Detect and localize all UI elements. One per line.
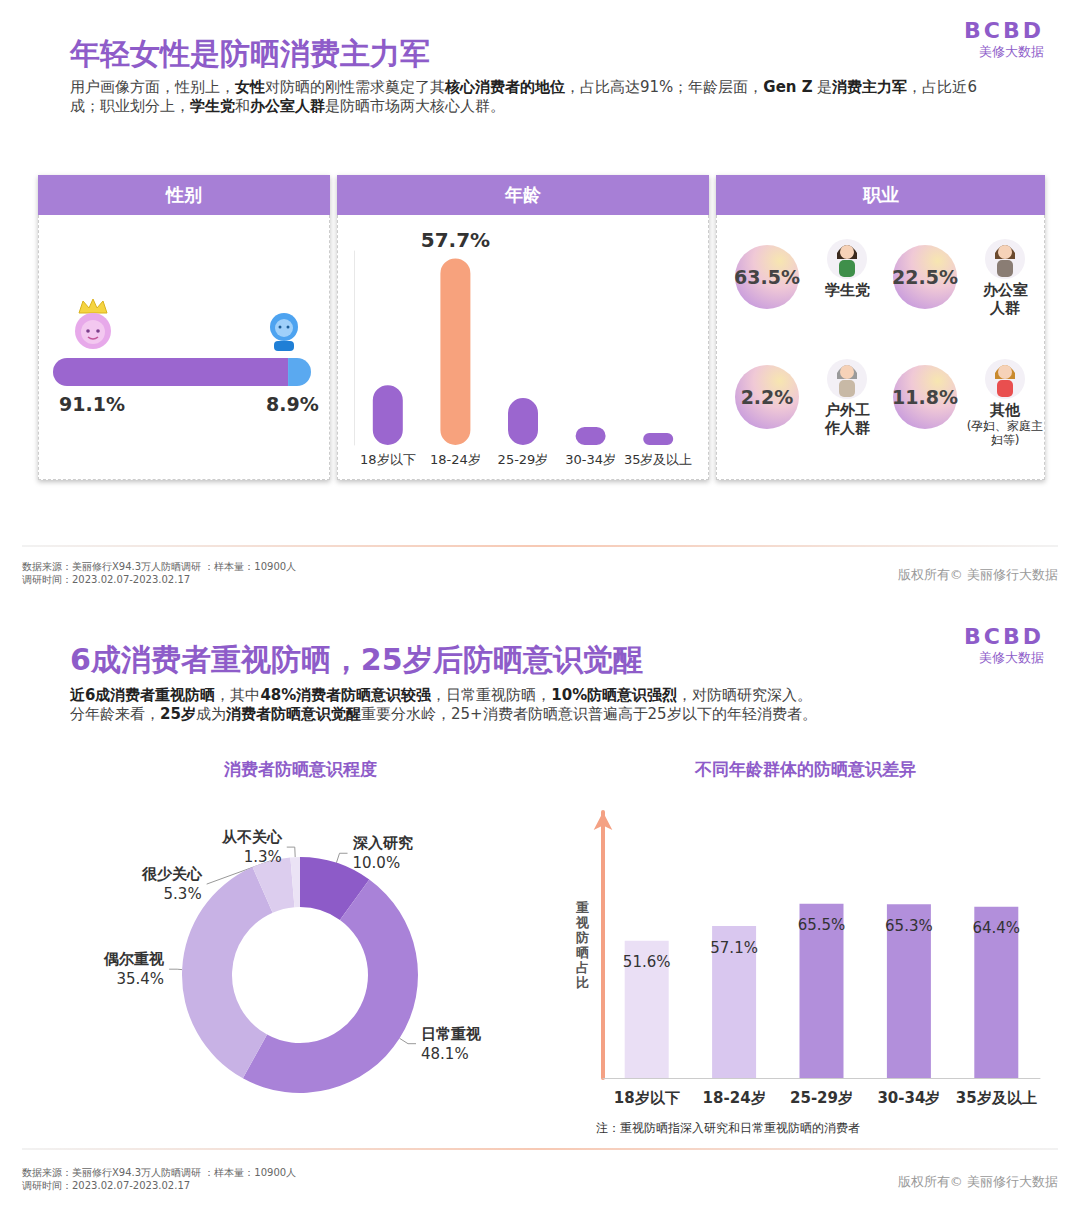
html-text:2.2%: 2.2% xyxy=(740,386,794,408)
html-text:BCBD: BCBD xyxy=(964,624,1044,649)
html-text:年龄: 年龄 xyxy=(505,184,541,205)
svg-text:48.1%: 48.1% xyxy=(421,1045,469,1063)
html-text:数据来源：美丽修行X94.3万人防晒调研 ：样本量：1090: 数据来源：美丽修行X94.3万人防晒调研 ：样本量：10900人 xyxy=(22,1167,297,1178)
svg-text:25-29岁: 25-29岁 xyxy=(790,1089,853,1107)
svg-text:51.6%: 51.6% xyxy=(623,953,671,971)
svg-text:35.4%: 35.4% xyxy=(116,970,164,988)
svg-text:65.5%: 65.5% xyxy=(798,916,846,934)
svg-text:1.3%: 1.3% xyxy=(244,848,282,866)
html-text:22.5%: 22.5% xyxy=(892,266,958,288)
html-text:63.5%: 63.5% xyxy=(734,266,800,288)
html-text:性别: 性别 xyxy=(166,184,202,205)
html-text:注：重视防晒指深入研究和日常重视防晒的消费者: 注：重视防晒指深入研究和日常重视防晒的消费者 xyxy=(596,1121,860,1135)
html-text:BCBD: BCBD xyxy=(964,18,1044,43)
svg-text:日常重视: 日常重视 xyxy=(421,1025,481,1043)
svg-text:18岁以下: 18岁以下 xyxy=(360,452,416,467)
svg-text:从不关心: 从不关心 xyxy=(221,828,283,846)
html-text:分年龄来看，25岁成为消费者防晒意识觉醒重要分水岭，25+消: 分年龄来看，25岁成为消费者防晒意识觉醒重要分水岭，25+消费者防晒意识普遍高于… xyxy=(70,705,817,723)
html-text:办公室人群: 办公室人群 xyxy=(982,281,1028,317)
html-text:近6成消费者重视防晒，其中48%消费者防晒意识较强，日常重视: 近6成消费者重视防晒，其中48%消费者防晒意识较强，日常重视防晒，10%防晒意识… xyxy=(70,686,813,704)
html-text:美修大数据: 美修大数据 xyxy=(979,44,1044,59)
html-text:职业: 职业 xyxy=(862,184,899,205)
html-text:(孕妇、家庭主妇等): (孕妇、家庭主妇等) xyxy=(966,419,1044,447)
html-text:用户画像方面，性别上，女性对防晒的刚性需求奠定了其核心消费者: 用户画像方面，性别上，女性对防晒的刚性需求奠定了其核心消费者的地位，占比高达91… xyxy=(70,78,977,115)
html-text:学生党: 学生党 xyxy=(824,281,870,299)
html-text:美修大数据: 美修大数据 xyxy=(979,650,1044,665)
svg-text:64.4%: 64.4% xyxy=(972,919,1020,937)
html-text:年轻女性是防晒消费主力军: 年轻女性是防晒消费主力军 xyxy=(70,36,430,71)
svg-text:10.0%: 10.0% xyxy=(353,854,401,872)
svg-text:25-29岁: 25-29岁 xyxy=(498,452,549,467)
svg-text:很少关心: 很少关心 xyxy=(141,865,203,883)
svg-text:35岁及以上: 35岁及以上 xyxy=(956,1089,1037,1107)
html-text:调研时间：2023.02.07-2023.02.17: 调研时间：2023.02.07-2023.02.17 xyxy=(22,574,191,585)
svg-text:偶尔重视: 偶尔重视 xyxy=(103,950,164,968)
svg-text:18岁以下: 18岁以下 xyxy=(614,1089,680,1107)
svg-text:重: 重 xyxy=(575,900,589,915)
svg-text:深入研究: 深入研究 xyxy=(352,834,413,852)
svg-text:57.7%: 57.7% xyxy=(421,228,490,252)
html-text:其他: 其他 xyxy=(990,401,1020,419)
svg-text:视: 视 xyxy=(575,915,590,930)
html-text:6成消费者重视防晒，25岁后防晒意识觉醒: 6成消费者重视防晒，25岁后防晒意识觉醒 xyxy=(70,642,643,677)
html-text:不同年龄群体的防晒意识差异: 不同年龄群体的防晒意识差异 xyxy=(694,759,916,779)
svg-text:8.9%: 8.9% xyxy=(266,393,319,415)
html-text:版权所有© 美丽修行大数据: 版权所有© 美丽修行大数据 xyxy=(897,567,1058,582)
svg-text:晒: 晒 xyxy=(576,945,589,960)
svg-text:18-24岁: 18-24岁 xyxy=(703,1089,766,1107)
svg-text:30-34岁: 30-34岁 xyxy=(877,1089,940,1107)
html-text:数据来源：美丽修行X94.3万人防晒调研 ：样本量：1090: 数据来源：美丽修行X94.3万人防晒调研 ：样本量：10900人 xyxy=(22,561,297,572)
svg-text:18-24岁: 18-24岁 xyxy=(430,452,481,467)
svg-text:防: 防 xyxy=(576,930,589,945)
svg-text:35岁及以上: 35岁及以上 xyxy=(624,452,693,467)
html-text:版权所有© 美丽修行大数据: 版权所有© 美丽修行大数据 xyxy=(897,1174,1058,1189)
html-text:户外工作人群: 户外工作人群 xyxy=(824,401,870,437)
svg-text:30-34岁: 30-34岁 xyxy=(565,452,616,467)
svg-text:65.3%: 65.3% xyxy=(885,917,933,935)
svg-text:5.3%: 5.3% xyxy=(164,885,202,903)
svg-text:占: 占 xyxy=(576,960,589,975)
html-text:消费者防晒意识程度: 消费者防晒意识程度 xyxy=(223,759,377,779)
svg-text:91.1%: 91.1% xyxy=(59,393,125,415)
html-text:调研时间：2023.02.07-2023.02.17: 调研时间：2023.02.07-2023.02.17 xyxy=(22,1180,191,1191)
svg-text:比: 比 xyxy=(576,975,589,990)
html-text:11.8%: 11.8% xyxy=(892,386,958,408)
svg-text:57.1%: 57.1% xyxy=(710,939,758,957)
